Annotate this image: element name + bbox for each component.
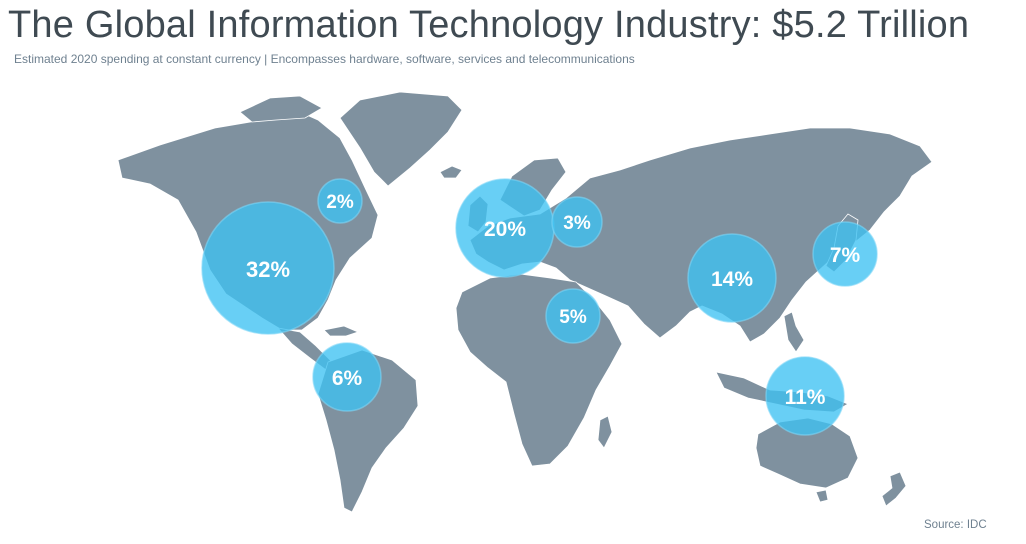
bubble-label-north-america: 32% bbox=[246, 257, 290, 282]
landmass-madagascar bbox=[597, 415, 613, 449]
bubble-eastern-europe bbox=[551, 196, 603, 248]
bubble-japan bbox=[812, 221, 878, 287]
region-asia-pacific-other: 11% bbox=[765, 356, 845, 436]
landmass-tasmania bbox=[815, 489, 829, 503]
region-north-america: 32% bbox=[201, 201, 335, 335]
region-eastern-europe: 3% bbox=[551, 196, 603, 248]
region-middle-east-africa: 5% bbox=[545, 288, 601, 344]
bubble-label-japan: 7% bbox=[830, 244, 861, 267]
bubble-asia-pacific-other bbox=[765, 356, 845, 436]
landmass-new-zealand bbox=[881, 471, 907, 507]
bubble-canada bbox=[317, 178, 363, 224]
bubble-label-eastern-europe: 3% bbox=[563, 213, 591, 234]
bubble-north-america bbox=[201, 201, 335, 335]
bubble-label-asia-pacific-other: 11% bbox=[785, 386, 826, 409]
region-china: 14% bbox=[687, 233, 777, 323]
landmass-arctic-islands bbox=[239, 95, 323, 123]
bubble-label-middle-east-africa: 5% bbox=[559, 307, 587, 328]
region-bubbles: 2% 32% 6% 20% 3% 5% 14% 7% bbox=[201, 178, 878, 436]
bubble-middle-east-africa bbox=[545, 288, 601, 344]
region-canada: 2% bbox=[317, 178, 363, 224]
bubble-label-china: 14% bbox=[711, 268, 753, 291]
landmass-greenland bbox=[339, 91, 463, 187]
landmass-iceland bbox=[439, 165, 463, 179]
bubble-label-western-europe: 20% bbox=[484, 218, 526, 241]
region-latin-america: 6% bbox=[312, 342, 382, 412]
landmass-philippines bbox=[783, 311, 805, 353]
landmass-caribbean bbox=[323, 325, 360, 337]
bubble-label-canada: 2% bbox=[326, 192, 354, 213]
page-title: The Global Information Technology Indust… bbox=[8, 4, 970, 46]
source-note: Source: IDC bbox=[924, 519, 987, 531]
page-subtitle: Estimated 2020 spending at constant curr… bbox=[14, 52, 635, 66]
region-japan: 7% bbox=[812, 221, 878, 287]
bubble-latin-america bbox=[312, 342, 382, 412]
region-western-europe: 20% bbox=[455, 178, 555, 278]
bubble-label-latin-america: 6% bbox=[332, 367, 363, 390]
bubble-china bbox=[687, 233, 777, 323]
